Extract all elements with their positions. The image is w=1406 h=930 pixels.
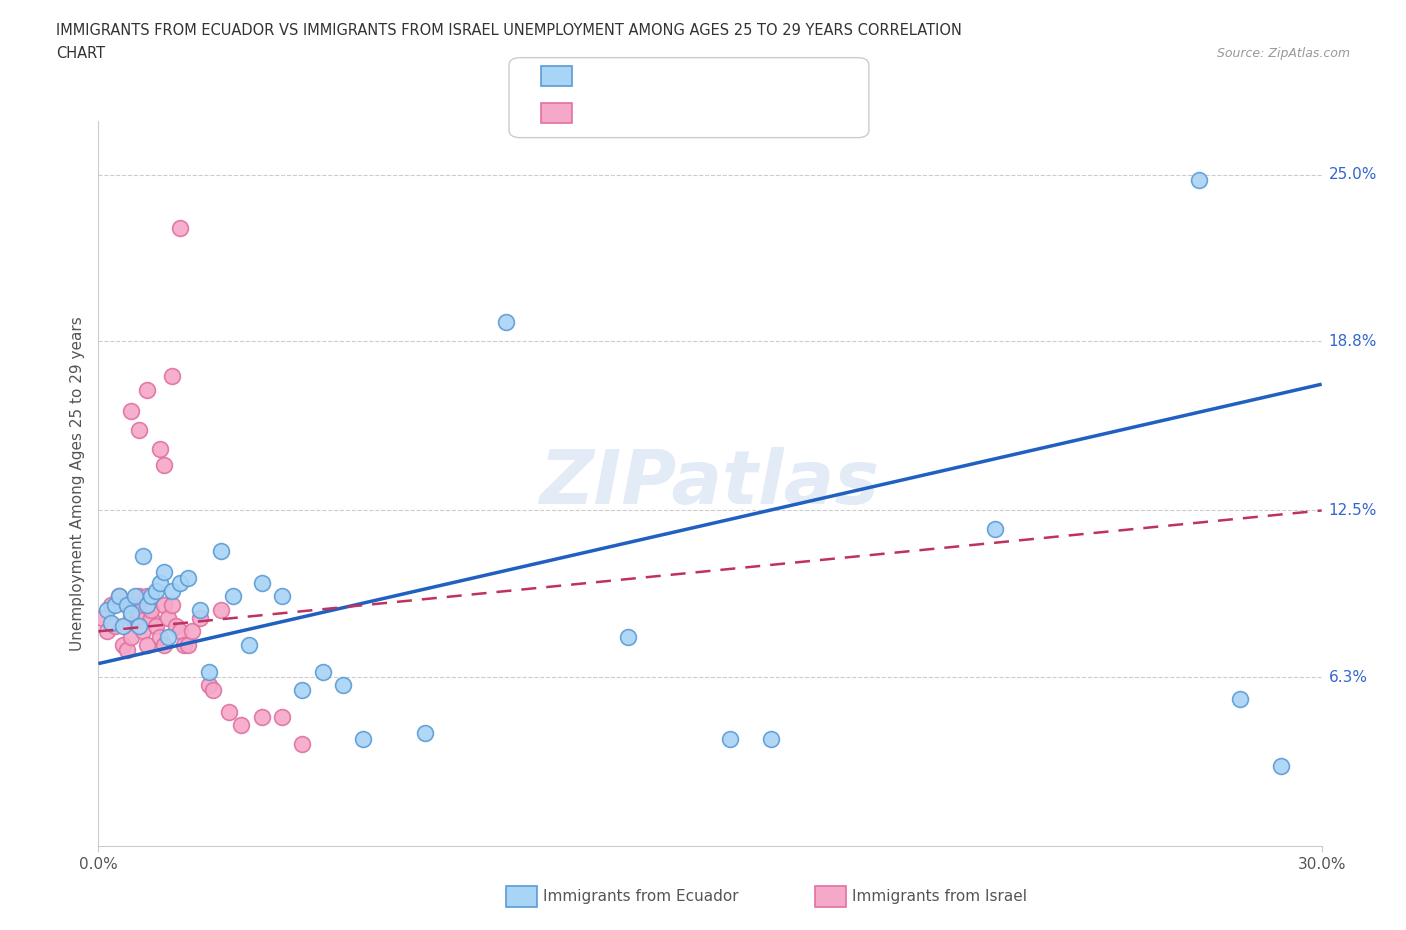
Text: ZIPatlas: ZIPatlas (540, 447, 880, 520)
Point (209, 543, 232, 558)
Point (120, 605, 142, 620)
Point (160, 584, 183, 599)
Point (149, 441, 172, 456)
Point (250, 576, 273, 591)
Point (128, 605, 150, 620)
Point (352, 731, 374, 746)
Point (124, 597, 146, 612)
Text: 12.5%: 12.5% (1329, 503, 1376, 518)
Point (136, 589, 159, 604)
Point (218, 705, 240, 720)
Text: R = 0.424   N = 39: R = 0.424 N = 39 (589, 69, 734, 84)
Point (250, 710, 273, 724)
Point (124, 616, 146, 631)
Point (761, 731, 783, 746)
Point (124, 589, 146, 604)
Point (181, 624, 204, 639)
Y-axis label: Unemployment Among Ages 25 to 29 years: Unemployment Among Ages 25 to 29 years (69, 316, 84, 651)
Point (332, 678, 354, 693)
Point (156, 630, 179, 644)
Point (291, 737, 314, 751)
Point (169, 576, 191, 591)
Point (128, 422, 150, 437)
Text: 6.3%: 6.3% (1329, 670, 1368, 684)
Point (222, 589, 245, 604)
Point (132, 549, 155, 564)
Point (169, 624, 191, 639)
Point (100, 597, 122, 612)
Point (145, 584, 167, 599)
Point (96, 603, 118, 618)
Point (115, 597, 138, 612)
Point (165, 618, 187, 633)
Point (270, 710, 294, 724)
Text: 25.0%: 25.0% (1329, 167, 1376, 182)
Point (132, 597, 155, 612)
Point (238, 637, 260, 652)
Point (111, 637, 134, 652)
Point (136, 597, 159, 612)
Point (1270, 758, 1292, 773)
Point (136, 637, 159, 652)
Point (160, 597, 183, 612)
Text: 18.8%: 18.8% (1329, 334, 1376, 349)
Point (177, 570, 200, 585)
Point (152, 565, 174, 579)
Point (152, 637, 174, 652)
Point (141, 589, 163, 604)
Point (718, 731, 742, 746)
Point (111, 618, 134, 633)
Point (413, 726, 436, 741)
Point (128, 589, 150, 604)
Point (197, 664, 219, 679)
Text: Immigrants from Israel: Immigrants from Israel (852, 889, 1026, 904)
Point (108, 589, 131, 604)
Point (1229, 691, 1251, 706)
Point (169, 221, 191, 236)
Point (100, 616, 122, 631)
Point (177, 637, 200, 652)
Point (291, 683, 314, 698)
Point (312, 664, 335, 679)
Point (152, 458, 174, 472)
Point (145, 618, 167, 633)
Point (120, 404, 142, 418)
Point (188, 603, 212, 618)
Text: CHART: CHART (56, 46, 105, 61)
Point (141, 610, 163, 625)
Point (149, 630, 172, 644)
Text: R = 0.056   N = 47: R = 0.056 N = 47 (589, 106, 734, 121)
Point (984, 522, 1007, 537)
Point (128, 618, 150, 633)
Point (149, 576, 172, 591)
Point (108, 589, 131, 604)
Point (120, 610, 142, 625)
Point (1188, 173, 1211, 188)
Point (495, 315, 517, 330)
Text: Source: ZipAtlas.com: Source: ZipAtlas.com (1216, 46, 1350, 60)
Point (141, 603, 163, 618)
Point (104, 618, 127, 633)
Point (188, 610, 212, 625)
Point (160, 368, 183, 383)
Point (231, 718, 253, 733)
Point (91, 610, 114, 625)
Point (96, 624, 118, 639)
Point (120, 630, 142, 644)
Point (115, 643, 138, 658)
Point (173, 637, 195, 652)
Point (156, 610, 179, 625)
Text: IMMIGRANTS FROM ECUADOR VS IMMIGRANTS FROM ISRAEL UNEMPLOYMENT AMONG AGES 25 TO : IMMIGRANTS FROM ECUADOR VS IMMIGRANTS FR… (56, 23, 962, 38)
Point (209, 603, 232, 618)
Point (197, 678, 219, 693)
Text: Immigrants from Ecuador: Immigrants from Ecuador (543, 889, 738, 904)
Point (132, 624, 155, 639)
Point (115, 597, 138, 612)
Point (104, 597, 127, 612)
Point (201, 683, 224, 698)
Point (152, 597, 174, 612)
Point (617, 630, 640, 644)
Point (270, 589, 294, 604)
Point (136, 382, 159, 397)
